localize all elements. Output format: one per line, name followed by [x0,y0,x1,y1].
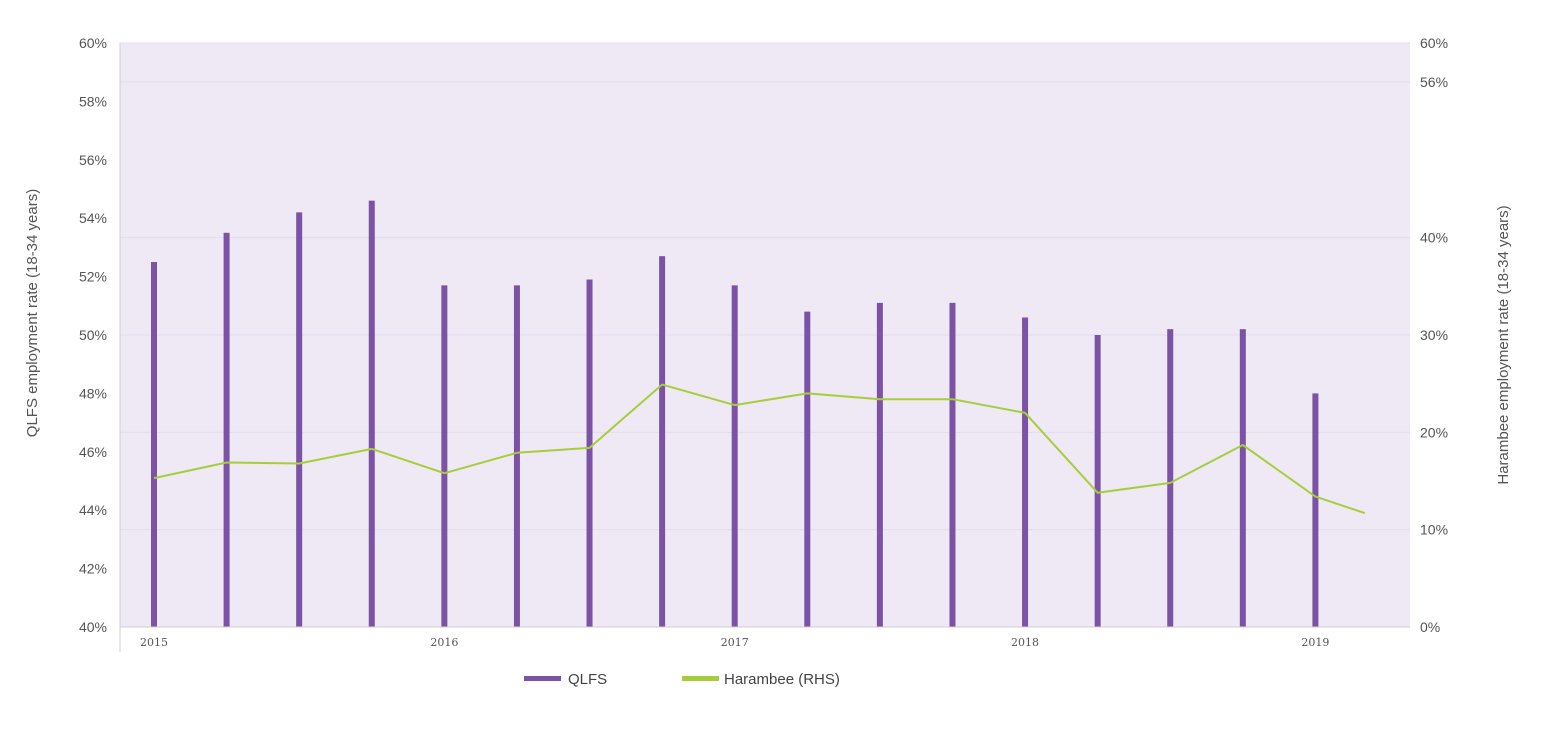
qlfs-bar [1022,317,1029,627]
right-tick-label: 20% [1420,424,1448,440]
qlfs-bar [659,256,666,627]
x-axis-ticks: 2015 2016 2017 2018 2019 [140,636,1329,649]
qlfs-bar [1094,335,1101,627]
x-tick-label: 2019 [1301,636,1329,649]
left-tick-label: 42% [79,561,107,577]
x-tick-label: 2016 [430,636,458,649]
qlfs-bar [1239,329,1246,627]
qlfs-bars [151,200,1319,628]
legend-harambee-label: Harambee (RHS) [724,671,840,688]
qlfs-bar [296,212,303,628]
left-tick-label: 56% [79,152,107,168]
qlfs-bar [804,311,811,627]
left-tick-label: 52% [79,269,107,285]
qlfs-bar [586,279,593,627]
right-tick-label: 10% [1420,522,1448,538]
x-tick-label: 2018 [1011,636,1039,649]
qlfs-bar [1167,329,1174,627]
qlfs-bar [513,285,520,627]
qlfs-bar [223,232,230,628]
right-axis-ticks: 0% 10% 20% 30% 40% 56% 60% [1420,35,1448,635]
left-tick-label: 58% [79,93,107,109]
left-tick-label: 44% [79,502,107,518]
qlfs-bar [1312,393,1319,627]
right-tick-label: 0% [1420,619,1440,635]
qlfs-bar [949,302,956,627]
left-tick-label: 46% [79,444,107,460]
harambee-line [153,383,1366,515]
left-axis-title: QLFS employment rate (18-34 years) [24,189,41,437]
right-tick-label: 30% [1420,327,1448,343]
left-tick-label: 54% [79,210,107,226]
qlfs-bar [151,262,157,627]
qlfs-bar [441,285,448,627]
right-tick-label: 56% [1420,74,1448,90]
qlfs-bar [368,200,375,627]
right-tick-label: 40% [1420,230,1448,246]
left-tick-label: 48% [79,385,107,401]
qlfs-bar [731,285,738,627]
legend-harambee-swatch [682,676,719,681]
harambee-line-layer [153,383,1366,515]
qlfs-bar [876,302,883,627]
legend-qlfs-label: QLFS [568,671,607,688]
legend: QLFS Harambee (RHS) [524,671,840,688]
legend-qlfs-swatch [524,676,561,681]
left-tick-label: 50% [79,327,107,343]
right-tick-label: 60% [1420,35,1448,51]
right-axis-title: Harambee employment rate (18-34 years) [1495,205,1512,484]
x-tick-label: 2017 [721,636,749,649]
x-tick-label: 2015 [140,636,168,649]
left-tick-label: 40% [79,619,107,635]
left-tick-label: 60% [79,35,107,51]
left-axis-ticks: 40% 42% 44% 46% 48% 50% 52% 54% 56% 58% 60% [79,35,107,635]
